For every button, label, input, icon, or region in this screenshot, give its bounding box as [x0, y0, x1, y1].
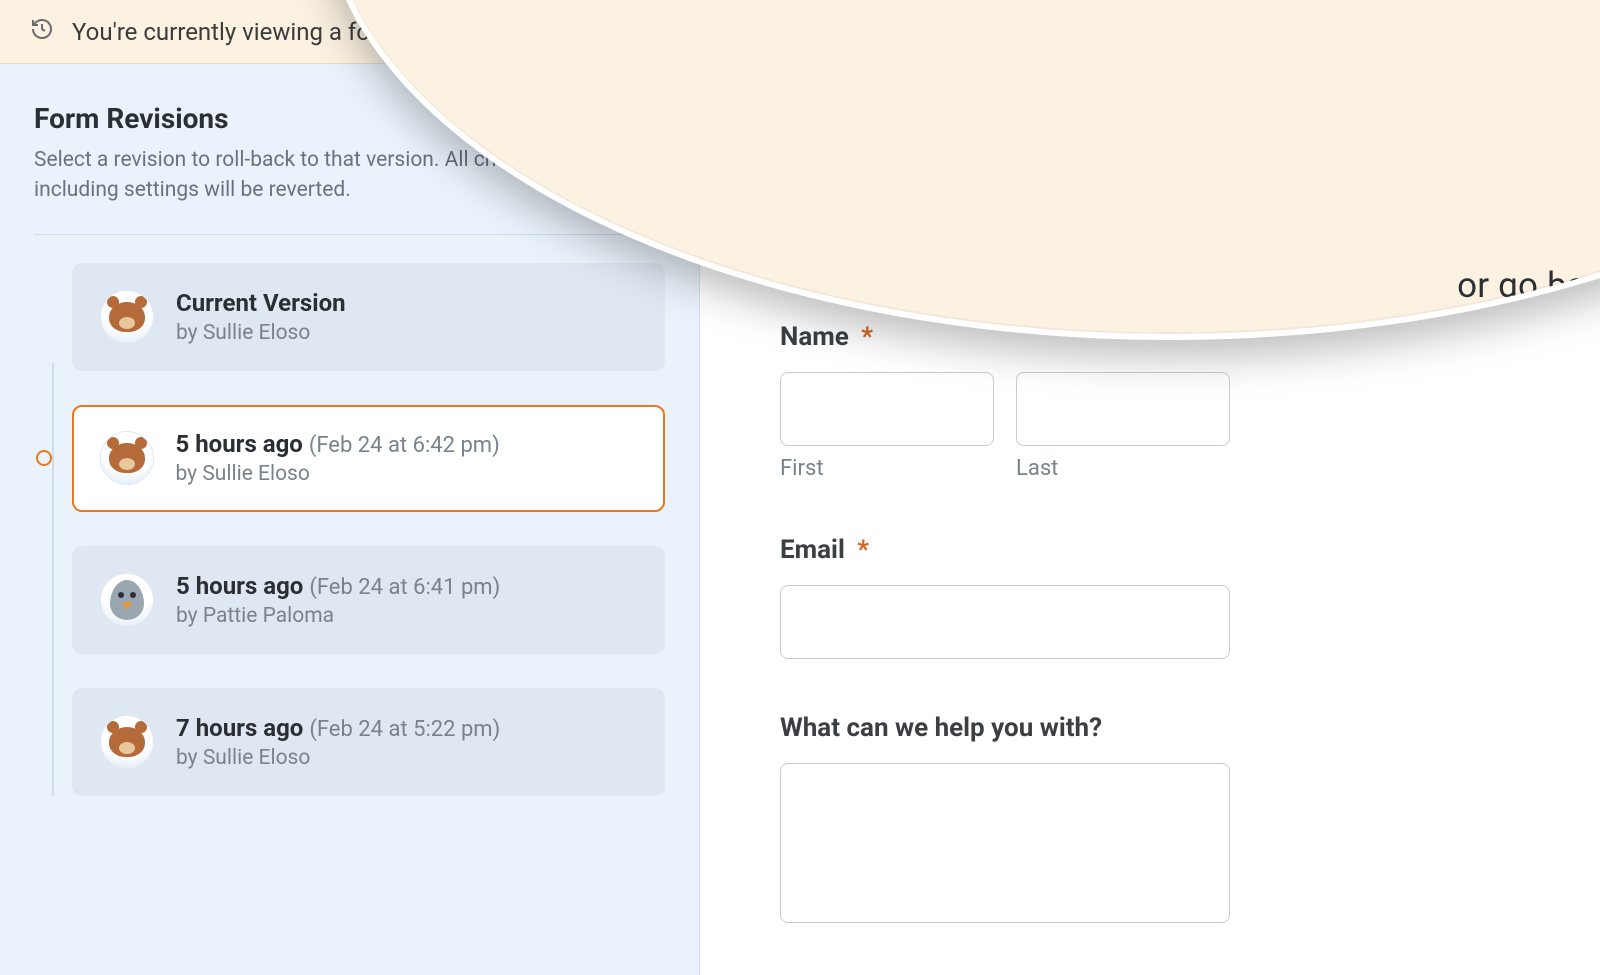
- revision-item[interactable]: 7 hours ago (Feb 24 at 5:22 pm) by Sulli…: [72, 688, 665, 796]
- avatar: [100, 573, 154, 627]
- revision-title: Current Version: [176, 289, 346, 317]
- revision-list: Current Version by Sullie Eloso 5 hours …: [34, 263, 665, 796]
- revision-by-prefix: by: [176, 462, 203, 486]
- revision-author: Sullie Eloso: [203, 746, 311, 770]
- avatar: [100, 715, 154, 769]
- name-field-block: Name * First Last: [780, 322, 1520, 481]
- revision-item[interactable]: 5 hours ago (Feb 24 at 6:42 pm) by Sulli…: [72, 405, 665, 512]
- revision-by-prefix: by: [176, 321, 203, 345]
- sidebar-divider: [34, 234, 665, 235]
- revision-author: Pattie Paloma: [203, 604, 334, 628]
- banner-separator: or: [1457, 265, 1498, 306]
- revision-by-prefix: by: [176, 746, 203, 770]
- revision-timestamp: (Feb 24 at 6:42 pm): [309, 433, 500, 458]
- last-sublabel: Last: [1016, 456, 1230, 481]
- revision-title: 5 hours ago: [176, 430, 303, 458]
- last-name-input[interactable]: [1016, 372, 1230, 446]
- zoom-lens: or go back to the current version .: [320, 0, 1600, 340]
- revision-title: 7 hours ago: [176, 714, 303, 742]
- required-marker: *: [861, 322, 873, 352]
- help-field-block: What can we help you with?: [780, 713, 1520, 923]
- name-label: Name: [780, 322, 849, 352]
- avatar: [100, 431, 154, 485]
- revision-by-prefix: by: [176, 604, 203, 628]
- email-input[interactable]: [780, 585, 1230, 659]
- first-sublabel: First: [780, 456, 994, 481]
- revision-timeline: [52, 363, 54, 796]
- history-icon: [30, 17, 54, 47]
- zoom-banner-text: or go back to the current version .: [326, 265, 1600, 306]
- revision-title: 5 hours ago: [176, 572, 303, 600]
- revision-timestamp: (Feb 24 at 5:22 pm): [309, 717, 500, 742]
- email-field-block: Email *: [780, 535, 1520, 659]
- email-label: Email: [780, 535, 845, 565]
- help-textarea[interactable]: [780, 763, 1230, 923]
- required-marker: *: [857, 535, 869, 565]
- revision-author: Sullie Eloso: [203, 321, 311, 345]
- help-label: What can we help you with?: [780, 713, 1102, 743]
- revision-timestamp: (Feb 24 at 6:41 pm): [309, 575, 500, 600]
- avatar: [100, 290, 154, 344]
- revision-author: Sullie Eloso: [202, 462, 310, 486]
- revision-item[interactable]: 5 hours ago (Feb 24 at 6:41 pm) by Patti…: [72, 546, 665, 654]
- first-name-input[interactable]: [780, 372, 994, 446]
- go-back-current-link[interactable]: go back to the current version: [1498, 265, 1600, 306]
